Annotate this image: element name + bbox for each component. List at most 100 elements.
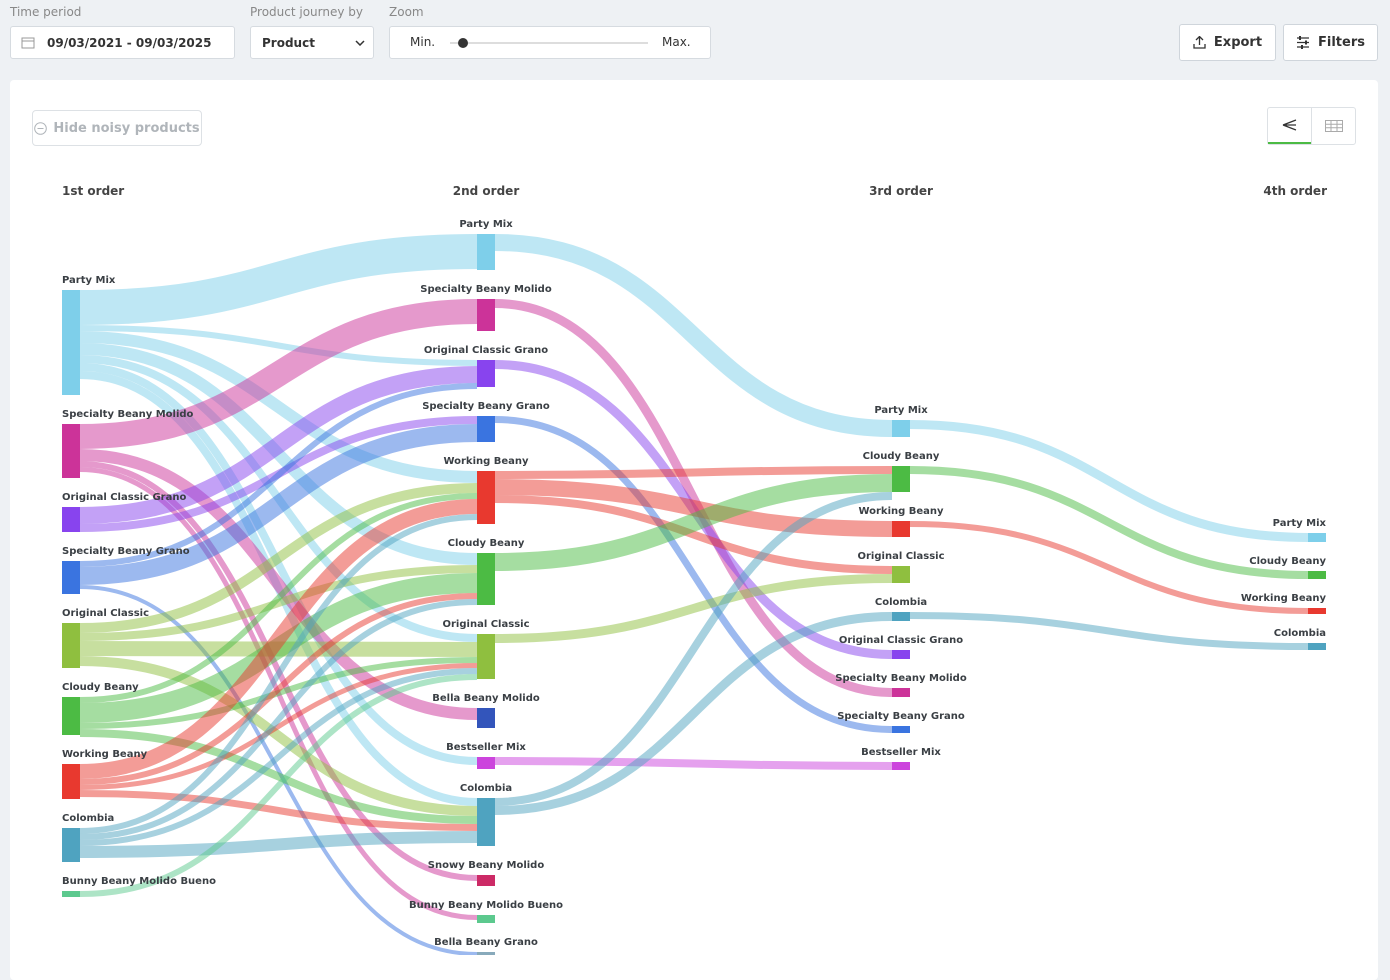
journey-value: Product bbox=[262, 35, 315, 50]
node-label: Working Beany bbox=[858, 506, 944, 517]
date-input[interactable]: 09/03/2021 - 09/03/2025 bbox=[10, 26, 235, 59]
zoom-slider[interactable] bbox=[448, 37, 650, 49]
link bbox=[79, 790, 478, 831]
node bbox=[477, 915, 495, 923]
view-toggle bbox=[1267, 107, 1356, 145]
links bbox=[79, 234, 1309, 955]
node bbox=[477, 798, 495, 846]
link bbox=[79, 424, 478, 585]
table-view[interactable] bbox=[1311, 108, 1355, 144]
link bbox=[79, 499, 478, 779]
node-label: Bestseller Mix bbox=[861, 747, 941, 758]
column-header: 2nd order bbox=[453, 184, 520, 198]
sankey-chart: 1st order 2nd order 3rd order 4th order Part… bbox=[62, 184, 1327, 955]
filters-text: Filters bbox=[1318, 35, 1365, 50]
link bbox=[494, 574, 893, 643]
link bbox=[494, 757, 893, 770]
link bbox=[79, 234, 478, 325]
column-header: 4th order bbox=[1263, 184, 1327, 198]
link bbox=[494, 234, 893, 437]
link bbox=[79, 599, 478, 840]
node bbox=[1308, 533, 1326, 542]
link bbox=[79, 585, 478, 955]
export-icon bbox=[1193, 36, 1206, 49]
node-label: Specialty Beany Grano bbox=[422, 401, 550, 412]
date-value: 09/03/2021 - 09/03/2025 bbox=[47, 35, 212, 50]
journey-label: Product journey by bbox=[250, 5, 364, 19]
node bbox=[1308, 643, 1326, 650]
node-label: Bunny Beany Molido Bueno bbox=[62, 876, 216, 887]
node bbox=[62, 561, 80, 594]
node bbox=[477, 875, 495, 886]
node-label: Party Mix bbox=[62, 275, 116, 286]
node bbox=[477, 952, 495, 955]
node bbox=[892, 762, 910, 770]
node bbox=[477, 299, 495, 331]
minus-icon bbox=[34, 121, 48, 135]
zoom-box: Min. Max. bbox=[389, 26, 711, 59]
link bbox=[494, 466, 893, 479]
filters-button[interactable]: Filters bbox=[1283, 24, 1378, 61]
link bbox=[79, 493, 478, 703]
node-label: Snowy Beany Molido bbox=[428, 860, 545, 871]
node bbox=[892, 688, 910, 697]
sankey-icon bbox=[1282, 119, 1296, 131]
node-label: Cloudy Beany bbox=[1249, 556, 1326, 567]
link bbox=[494, 612, 893, 815]
node-label: Party Mix bbox=[1273, 518, 1327, 529]
node-label: Bestseller Mix bbox=[446, 742, 526, 753]
node-label: Colombia bbox=[460, 783, 512, 794]
node bbox=[892, 566, 910, 583]
node bbox=[62, 764, 80, 799]
link bbox=[79, 565, 478, 641]
journey-select[interactable]: Product bbox=[250, 26, 374, 59]
node bbox=[62, 507, 80, 532]
node-label: Colombia bbox=[1274, 628, 1326, 639]
node bbox=[892, 521, 910, 537]
node bbox=[62, 623, 80, 668]
export-button[interactable]: Export bbox=[1179, 24, 1276, 61]
link bbox=[79, 331, 478, 483]
node bbox=[892, 726, 910, 733]
link bbox=[79, 366, 478, 524]
node-label: Working Beany bbox=[1241, 593, 1327, 604]
node bbox=[892, 650, 910, 659]
node-label: Bunny Beany Molido Bueno bbox=[409, 900, 563, 911]
node bbox=[477, 360, 495, 387]
node bbox=[62, 290, 80, 395]
node-label: Colombia bbox=[62, 813, 114, 824]
filters-icon bbox=[1297, 36, 1309, 49]
link bbox=[79, 656, 478, 816]
link bbox=[494, 416, 893, 733]
node-label: Specialty Beany Molido bbox=[62, 409, 194, 420]
node-label: Cloudy Beany bbox=[863, 451, 940, 462]
node-label: Colombia bbox=[875, 597, 927, 608]
sankey-view[interactable] bbox=[1268, 108, 1311, 144]
link bbox=[79, 663, 478, 790]
zoom-max: Max. bbox=[662, 35, 691, 49]
zoom-min: Min. bbox=[410, 35, 436, 49]
node-label: Working Beany bbox=[62, 749, 148, 760]
node bbox=[892, 466, 910, 492]
link bbox=[909, 612, 1309, 650]
node-label: Specialty Beany Molido bbox=[420, 284, 552, 295]
link bbox=[494, 495, 893, 574]
node bbox=[892, 612, 910, 621]
node bbox=[477, 234, 495, 270]
node-label: Specialty Beany Molido bbox=[835, 673, 967, 684]
node-label: Party Mix bbox=[874, 405, 928, 416]
node-label: Specialty Beany Grano bbox=[837, 711, 965, 722]
hide-noisy-text: Hide noisy products bbox=[53, 120, 200, 136]
hide-noisy-button[interactable]: Hide noisy products bbox=[32, 110, 202, 146]
column-header: 3rd order bbox=[869, 184, 933, 198]
link bbox=[79, 593, 478, 785]
link bbox=[79, 449, 478, 720]
link bbox=[909, 466, 1309, 579]
link bbox=[909, 420, 1309, 542]
column-header: 1st order bbox=[62, 184, 124, 198]
node-label: Bella Beany Grano bbox=[434, 937, 538, 948]
node bbox=[1308, 571, 1326, 579]
link bbox=[79, 325, 478, 366]
node-label: Original Classic bbox=[62, 608, 149, 619]
table-icon bbox=[1324, 120, 1343, 132]
